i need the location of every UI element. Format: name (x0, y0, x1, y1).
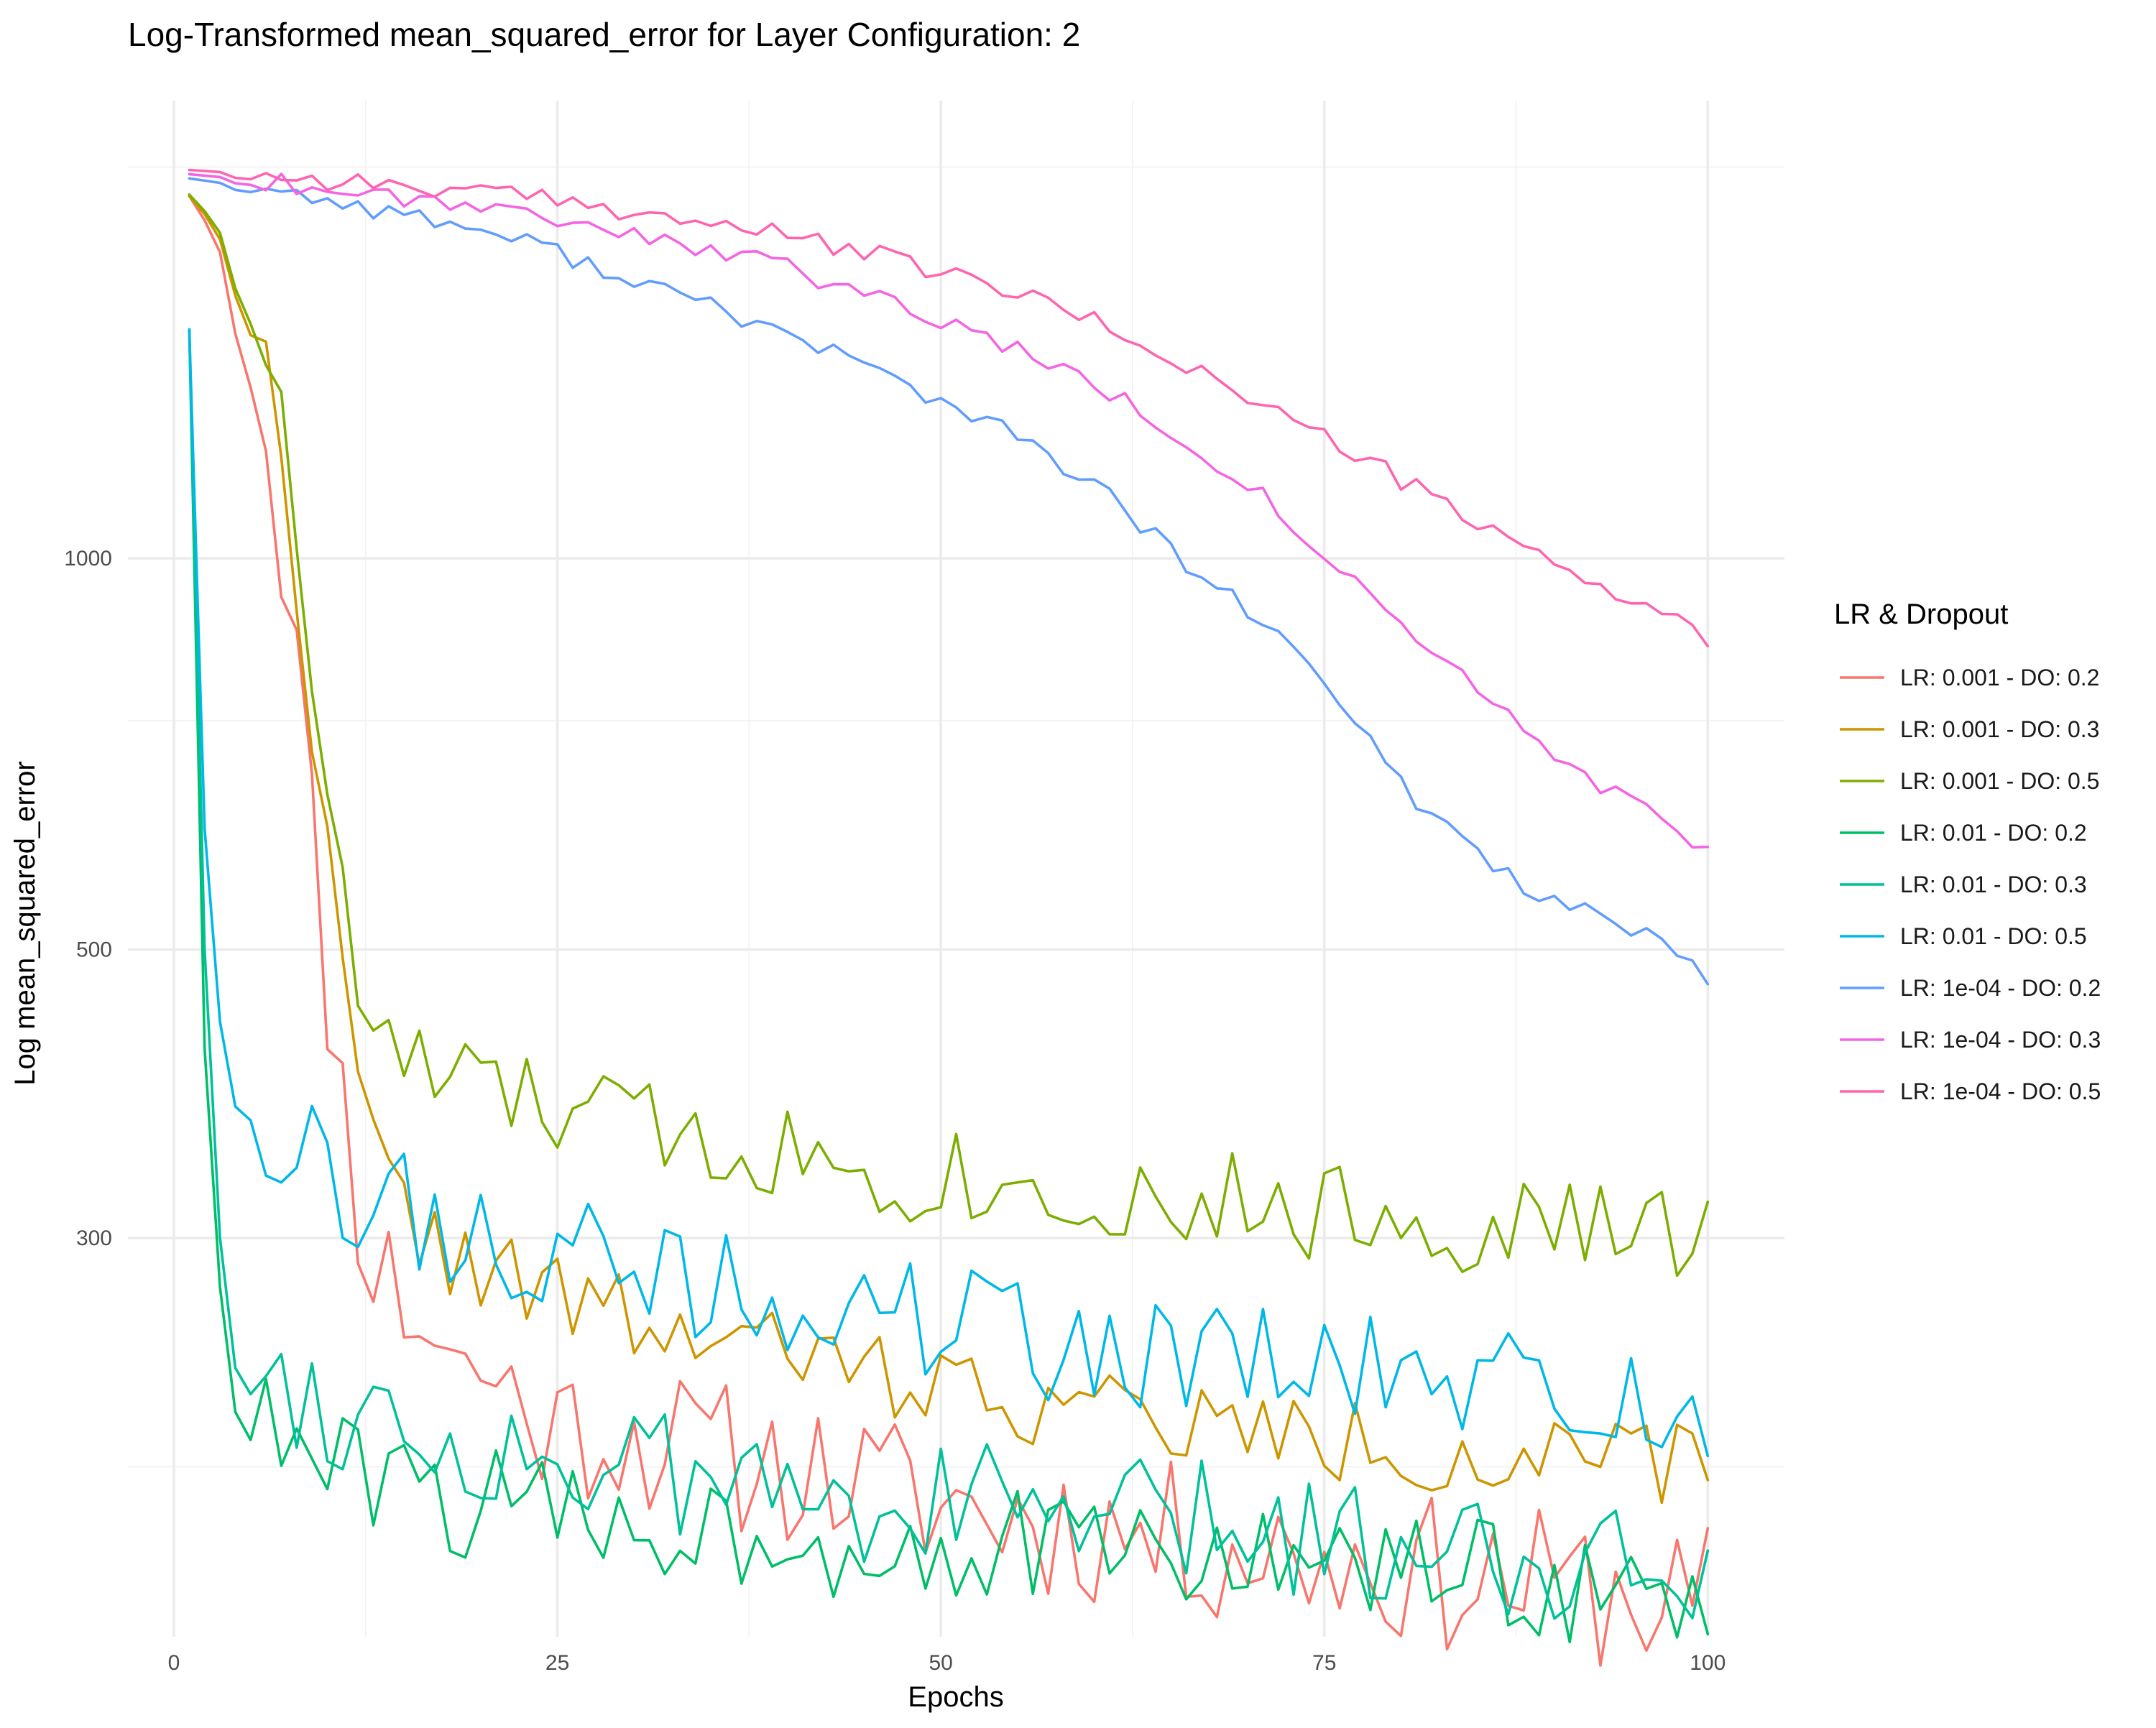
y-tick-label: 300 (76, 1226, 112, 1250)
y-tick-label: 1000 (64, 547, 112, 570)
legend-title: LR & Dropout (1834, 599, 2008, 630)
x-tick-label: 25 (545, 1651, 569, 1675)
legend-label: LR: 0.001 - DO: 0.5 (1900, 768, 2099, 794)
x-tick-label: 50 (929, 1651, 952, 1675)
series-line-9 (188, 168, 1710, 648)
grid-lines (128, 101, 1784, 1637)
series-line-7 (188, 177, 1710, 986)
chart-title: Log-Transformed mean_squared_error for L… (128, 16, 1080, 53)
y-tick-label: 500 (76, 938, 112, 962)
series-line-1 (188, 195, 1710, 1667)
legend-label: LR: 0.01 - DO: 0.2 (1900, 820, 2087, 846)
series-line-6 (188, 328, 1710, 1458)
x-tick-label: 0 (168, 1651, 180, 1675)
y-axis-title: Log mean_squared_error (9, 761, 41, 1085)
series-line-8 (188, 172, 1710, 849)
legend-label: LR: 1e-04 - DO: 0.5 (1900, 1078, 2101, 1104)
x-tick-label: 100 (1690, 1651, 1726, 1675)
series-line-4 (188, 328, 1710, 1644)
y-axis-ticks: 300 500 1000 (64, 547, 112, 1250)
series-line-3 (188, 193, 1710, 1277)
x-tick-label: 75 (1312, 1651, 1336, 1675)
legend-label: LR: 1e-04 - DO: 0.3 (1900, 1027, 2101, 1053)
legend-label: LR: 0.001 - DO: 0.2 (1900, 665, 2099, 690)
legend-items: LR: 0.001 - DO: 0.2 LR: 0.001 - DO: 0.3 LR… (1840, 665, 2101, 1104)
legend-label: LR: 1e-04 - DO: 0.2 (1900, 975, 2101, 1001)
legend-label: LR: 0.01 - DO: 0.3 (1900, 872, 2087, 897)
legend-label: LR: 0.001 - DO: 0.3 (1900, 716, 2099, 742)
legend: LR & Dropout LR: 0.001 - DO: 0.2LR: 0.00… (1834, 599, 2101, 1104)
legend-label: LR: 0.01 - DO: 0.5 (1900, 923, 2087, 949)
series-line-5 (188, 328, 1710, 1620)
x-axis-title: Epochs (908, 1681, 1003, 1713)
series-line-2 (188, 195, 1710, 1505)
series-lines (188, 168, 1710, 1667)
x-axis-ticks: 0 25 50 75 100 (168, 1651, 1726, 1675)
